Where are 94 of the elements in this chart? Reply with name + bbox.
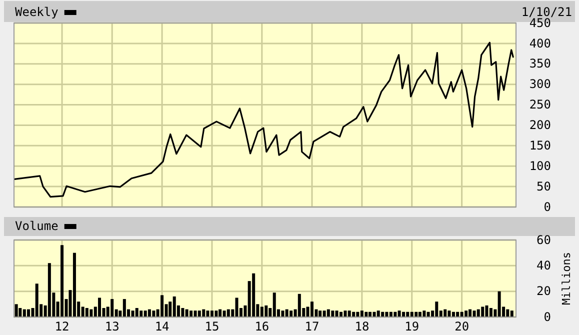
chart-title: Volume (15, 219, 58, 233)
bar (202, 309, 206, 317)
bar (210, 310, 214, 317)
bar (476, 309, 480, 317)
bar (510, 310, 514, 317)
bar (360, 310, 364, 317)
bar (260, 306, 264, 317)
bar (485, 305, 488, 317)
bar (264, 305, 268, 317)
bar (140, 310, 143, 317)
bar (448, 310, 451, 317)
x-tick-label: 12 (54, 320, 70, 334)
y-tick-label: 100 (529, 158, 551, 173)
bar (281, 310, 284, 317)
bar (422, 310, 426, 317)
bar (60, 245, 64, 317)
bar (172, 296, 176, 317)
bar (498, 291, 501, 317)
bar (226, 309, 230, 317)
x-tick-label: 16 (254, 320, 270, 334)
y-tick-label: 0 (544, 310, 551, 324)
y-tick-label: 300 (529, 77, 551, 92)
y-tick-label: 0 (544, 200, 551, 214)
bar (148, 309, 151, 317)
x-tick-label: 20 (454, 320, 470, 334)
y-tick-label: 150 (529, 138, 551, 153)
bar (222, 310, 226, 317)
bar (506, 309, 510, 317)
y-tick-label: 40 (536, 258, 551, 273)
bar (14, 304, 18, 317)
x-tick-label: 15 (204, 320, 220, 334)
bar (206, 310, 210, 317)
bar (144, 310, 147, 317)
x-tick-label: 18 (354, 320, 370, 334)
bar (152, 310, 156, 317)
bar (185, 309, 188, 317)
x-tick-label: 14 (154, 320, 170, 334)
bar (194, 310, 197, 317)
bar (435, 302, 438, 317)
bar (235, 298, 238, 317)
bar (110, 299, 114, 317)
bar (85, 308, 88, 317)
bar (252, 273, 256, 317)
y-tick-label: 50 (536, 179, 551, 194)
x-tick-label: 19 (404, 320, 420, 334)
chart-title: Weekly (15, 5, 58, 19)
bar (298, 294, 301, 317)
bar (135, 308, 138, 317)
bar (322, 310, 326, 317)
text: 1/10/21 (521, 5, 572, 19)
y-axis-title: Millions (560, 252, 573, 305)
y-tick-label: 20 (536, 284, 551, 298)
bar (464, 310, 468, 317)
bar (72, 252, 76, 317)
bar (344, 310, 347, 317)
bar (22, 309, 26, 317)
bar (190, 310, 193, 317)
bar (198, 310, 201, 317)
bar (335, 310, 338, 317)
bar (444, 309, 447, 317)
y-tick-label: 400 (529, 36, 551, 50)
line-series (14, 42, 514, 198)
bar (131, 310, 134, 317)
bar (310, 302, 314, 317)
bar (48, 263, 51, 317)
bar (285, 309, 288, 317)
bar (468, 309, 472, 317)
bar (398, 310, 401, 317)
y-tick-label: 200 (529, 118, 551, 132)
bar (348, 310, 351, 317)
bar (90, 309, 93, 317)
bar (122, 299, 126, 317)
bar (331, 310, 334, 317)
bar (376, 310, 380, 317)
bar (326, 309, 330, 317)
y-tick-label: 60 (536, 232, 551, 247)
bar (489, 308, 492, 317)
bar (181, 308, 184, 317)
y-tick-label: 250 (529, 98, 551, 112)
bar (481, 306, 484, 317)
bar (214, 310, 218, 317)
bar (318, 310, 322, 317)
bar (98, 298, 102, 317)
y-tick-label: 350 (529, 56, 551, 71)
x-tick-label: 17 (304, 320, 320, 334)
bar (472, 310, 476, 317)
bar (160, 295, 164, 317)
bar (18, 308, 22, 317)
bar (27, 309, 30, 317)
x-tick-label: 13 (104, 320, 120, 334)
bar (272, 292, 276, 317)
bar (218, 309, 222, 317)
bar (290, 310, 293, 317)
bar (35, 284, 38, 317)
